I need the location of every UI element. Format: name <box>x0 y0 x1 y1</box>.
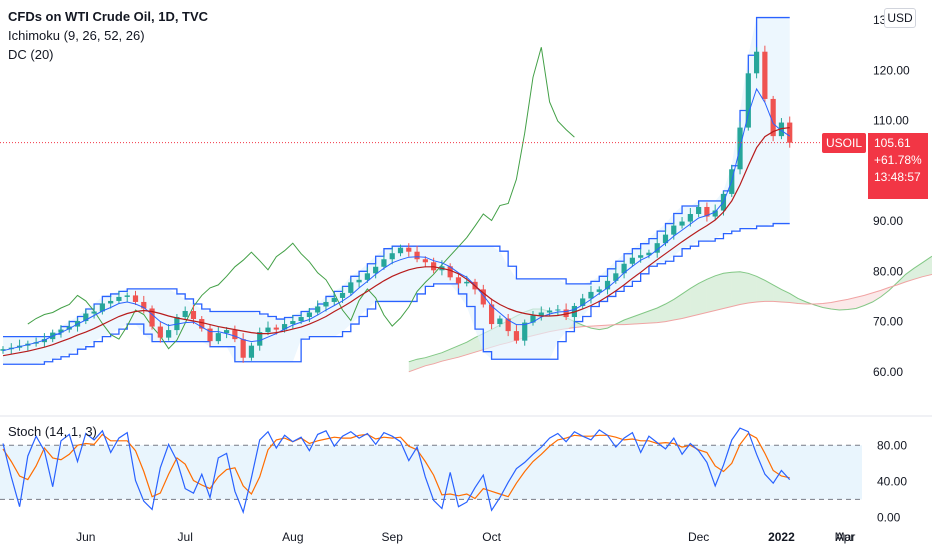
candle-body <box>787 123 792 143</box>
last-price-value: 105.61 <box>874 135 928 152</box>
ichimoku-cloud-segment <box>732 272 740 307</box>
candle-body <box>116 297 121 301</box>
candle-body <box>315 306 320 312</box>
candle-body <box>679 222 684 226</box>
candle-body <box>414 252 419 260</box>
candle-body <box>125 295 130 297</box>
main-price-pane[interactable] <box>0 18 932 416</box>
candle-body <box>307 313 312 318</box>
candle-body <box>290 321 295 324</box>
stochastic-axis[interactable]: 0.00 40.00 80.00 <box>877 438 907 524</box>
donchian-legend[interactable]: DC (20) <box>8 46 54 63</box>
candle-body <box>514 331 519 341</box>
candle-body <box>241 339 246 358</box>
candle-body <box>638 255 643 258</box>
ichimoku-cloud-segment <box>748 273 756 303</box>
candle-body <box>406 248 411 252</box>
stochastic-pane[interactable] <box>0 428 862 512</box>
candle-body <box>555 309 560 310</box>
candle-body <box>522 323 527 341</box>
candle-body <box>630 258 635 264</box>
candle-body <box>597 289 602 292</box>
candle-body <box>547 310 552 312</box>
candle-body <box>497 319 502 325</box>
candle-body <box>108 301 113 304</box>
candle <box>762 46 767 102</box>
candle-body <box>671 226 676 235</box>
stochastic-tick-label: 0.00 <box>877 510 901 524</box>
time-tick-label: Dec <box>688 530 709 544</box>
candle-body <box>348 282 353 293</box>
time-tick-label: Apr <box>836 530 855 544</box>
price-tick-label: 120.00 <box>873 63 910 77</box>
chart-title[interactable]: CFDs on WTI Crude Oil, 1D, TVC <box>8 8 208 25</box>
candle-body <box>332 298 337 302</box>
last-price-change: +61.78% <box>874 152 928 169</box>
candle-body <box>274 328 279 330</box>
ichimoku-cloud-segment <box>765 280 773 301</box>
ichimoku-cloud-segment <box>657 304 665 323</box>
stochastic-legend[interactable]: Stoch (14, 1, 3) <box>8 423 97 440</box>
candle-body <box>249 346 254 358</box>
candle-body <box>464 282 469 284</box>
candle-body <box>232 330 237 339</box>
candle-body <box>398 248 403 254</box>
bar-countdown: 13:48:57 <box>874 169 928 186</box>
time-tick-label: Oct <box>482 530 501 544</box>
candle-body <box>158 327 163 338</box>
price-tick-label: 70.00 <box>873 315 903 329</box>
ichimoku-cloud-segment <box>690 283 698 316</box>
time-tick-label: Sep <box>382 530 404 544</box>
candle-body <box>183 311 188 317</box>
candle-body <box>696 207 701 214</box>
time-tick-label: Jun <box>76 530 95 544</box>
ichimoku-cloud-segment <box>707 276 715 313</box>
candle-body <box>91 312 96 314</box>
symbol-price-tag: USOIL <box>822 133 866 153</box>
candle-body <box>365 273 370 280</box>
time-tick-label: Aug <box>282 530 303 544</box>
ichimoku-cloud-segment <box>699 279 707 314</box>
candle-body <box>323 302 328 307</box>
candle-body <box>423 259 428 262</box>
ichimoku-legend[interactable]: Ichimoku (9, 26, 52, 26) <box>8 27 145 44</box>
candle-body <box>265 328 270 333</box>
candle-body <box>588 292 593 299</box>
candle-body <box>373 267 378 274</box>
candle <box>149 305 154 329</box>
candle-body <box>191 311 196 319</box>
price-tick-label: 60.00 <box>873 365 903 379</box>
candle-body <box>381 259 386 267</box>
time-tick-label: 2022 <box>768 530 795 544</box>
candle-body <box>216 333 221 341</box>
candle-body <box>762 52 767 99</box>
price-tick-label: 90.00 <box>873 214 903 228</box>
ichimoku-cloud-segment <box>674 294 682 320</box>
price-tick-label: 110.00 <box>873 114 909 128</box>
candle-body <box>390 253 395 259</box>
ichimoku-cloud-segment <box>715 273 723 310</box>
candle-body <box>539 313 544 316</box>
stochastic-tick-label: 40.00 <box>877 474 907 488</box>
ichimoku-cloud-segment <box>723 272 731 308</box>
currency-button[interactable]: USD <box>884 8 916 28</box>
candle-body <box>166 330 171 338</box>
candle-body <box>133 295 138 302</box>
ichimoku-cloud-segment <box>790 293 798 303</box>
stochastic-tick-label: 80.00 <box>877 438 907 452</box>
time-tick-label: Jul <box>178 530 193 544</box>
candle-body <box>754 52 759 74</box>
ichimoku-cloud-segment <box>740 272 748 305</box>
candle-body <box>299 317 304 321</box>
candle-body <box>688 214 693 222</box>
candle-body <box>356 280 361 283</box>
price-tick-label: 80.00 <box>873 264 903 278</box>
candle-body <box>340 293 345 298</box>
candle-body <box>456 277 461 283</box>
last-price-label: 105.61 +61.78% 13:48:57 <box>868 133 928 199</box>
